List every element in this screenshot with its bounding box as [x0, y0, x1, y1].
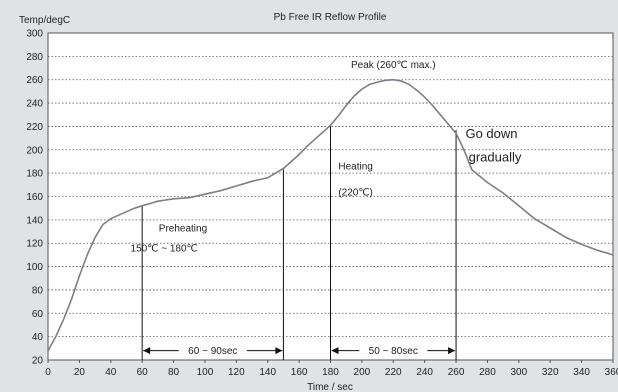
y-tick-label: 20 [32, 356, 44, 367]
span-arrowhead-left [143, 347, 151, 355]
annotations: Preheating 150℃ ~ 180℃ Peak (260℃ max.) Hea… [131, 60, 522, 254]
x-tick-label: 240 [416, 367, 433, 378]
x-tick-label: 360 [605, 367, 618, 378]
x-tick-label: 100 [197, 367, 214, 378]
x-tick-labels: 0 20 40 60 80 100 120 140 160 180 200 220 240 260 280 3… [45, 360, 618, 378]
y-tick-label: 180 [26, 169, 43, 180]
y-tick-label: 60 [32, 309, 44, 320]
phase-spans: 60 ~ 90sec 50 ~ 80sec [143, 346, 456, 357]
x-tick-label: 20 [74, 367, 86, 378]
x-tick-label: 80 [168, 367, 180, 378]
y-tick-label: 260 [26, 75, 43, 86]
span-arrowhead-right [275, 347, 283, 355]
y-tick-label: 220 [26, 122, 43, 133]
x-tick-label: 0 [45, 367, 51, 378]
chart-annotation: 150℃ ~ 180℃ [131, 243, 198, 254]
x-tick-label: 260 [448, 367, 465, 378]
y-tick-label: 100 [26, 262, 43, 273]
span-label: 50 ~ 80sec [369, 346, 418, 357]
x-tick-label: 280 [479, 367, 496, 378]
y-tick-label: 240 [26, 99, 43, 110]
y-axis-label: Temp/degC [19, 15, 70, 26]
x-tick-label: 40 [105, 367, 117, 378]
x-tick-label: 200 [354, 367, 371, 378]
y-tick-label: 300 [26, 29, 43, 40]
chart-annotation: Peak (260℃ max.) [351, 60, 436, 71]
span-arrowhead-left [331, 347, 339, 355]
y-tick-label: 140 [26, 215, 43, 226]
chart-annotation: (220℃) [338, 187, 373, 198]
y-tick-label: 160 [26, 192, 43, 203]
x-tick-label: 180 [322, 367, 339, 378]
y-tick-label: 40 [32, 332, 44, 343]
chart-annotation: Go down [465, 126, 517, 141]
chart-annotation: Preheating [159, 224, 207, 235]
x-tick-label: 300 [510, 367, 527, 378]
x-tick-label: 220 [385, 367, 402, 378]
y-tick-label: 200 [26, 145, 43, 156]
x-axis-label: Time / sec [307, 382, 353, 392]
y-tick-label: 120 [26, 239, 43, 250]
span-label: 60 ~ 90sec [188, 346, 237, 357]
span-arrowhead-right [448, 347, 456, 355]
x-tick-label: 160 [291, 367, 308, 378]
x-tick-label: 320 [542, 367, 559, 378]
y-tick-labels: 20 40 60 80 100 120 140 160 180 200 220 240 260 280 30… [26, 29, 43, 367]
chart-title: Pb Free IR Reflow Profile [274, 12, 387, 23]
x-tick-label: 340 [573, 367, 590, 378]
x-tick-label: 60 [137, 367, 149, 378]
x-tick-label: 140 [259, 367, 276, 378]
phase-boundaries [141, 125, 457, 360]
y-tick-label: 80 [32, 285, 44, 296]
chart-annotation: gradually [469, 149, 522, 164]
temperature-curve [47, 78, 614, 352]
x-tick-label: 120 [228, 367, 245, 378]
chart-annotation: Heating [338, 162, 372, 173]
y-tick-label: 280 [26, 52, 43, 63]
